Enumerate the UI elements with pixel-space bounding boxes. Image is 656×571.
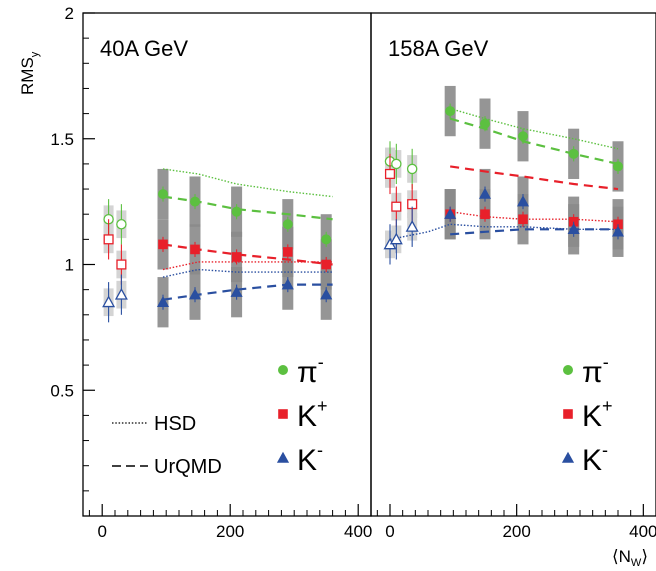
hsd-model-line	[450, 210, 619, 223]
pion-marker	[231, 206, 242, 217]
pion-marker	[157, 189, 168, 200]
legend-urqmd-label: UrQMD	[154, 456, 222, 478]
urqmd-model-line	[450, 165, 619, 191]
kplus-marker	[384, 168, 396, 180]
pion-marker	[479, 118, 490, 129]
kplus-marker	[321, 259, 331, 270]
y-tick-label: 0.5	[50, 381, 74, 400]
urqmd-model-line	[450, 228, 618, 236]
kminus-marker	[389, 232, 403, 245]
kminus-marker	[320, 288, 333, 300]
kplus-marker	[116, 259, 127, 270]
kplus-marker	[190, 244, 200, 255]
kminus-marker	[561, 451, 575, 463]
kminus-marker	[281, 278, 294, 290]
plot-layer: 2 1.5 1 0.5 0 200 400 π- K+ K- 0 200 400 π- K+ K-	[50, 4, 656, 541]
pion-marker	[406, 163, 418, 175]
y-tick-label: 1	[65, 256, 74, 275]
x-tick-label: 400	[629, 522, 656, 541]
x-tick-label: 200	[502, 522, 530, 541]
panel-right-title: 158A GeV	[388, 36, 489, 61]
kminus-marker	[444, 207, 457, 219]
x-axis-label: ⟨NW⟩	[612, 547, 648, 569]
pion-marker	[189, 196, 200, 207]
kminus-marker	[611, 225, 625, 237]
kplus-marker	[278, 409, 288, 419]
legend-particle-label: π-	[582, 352, 609, 389]
y-tick-label: 1.5	[50, 130, 74, 149]
legend-particle-label: K+	[582, 396, 613, 433]
panel-left-title: 40A GeV	[100, 36, 188, 61]
kminus-marker	[114, 287, 128, 300]
x-tick-label: 0	[385, 522, 394, 541]
urqmd-model-line	[449, 117, 619, 165]
hsd-model-line	[162, 168, 333, 198]
kplus-marker	[282, 247, 293, 257]
pion-marker	[445, 106, 456, 117]
pion-marker	[568, 148, 579, 159]
kplus-marker	[518, 214, 528, 225]
panel-right-frame	[370, 12, 656, 517]
pion-marker	[116, 219, 127, 230]
legend-hsd-label: HSD	[154, 413, 196, 435]
kplus-marker	[231, 252, 242, 262]
y-tick-label: 2	[65, 4, 74, 23]
hsd-model-line	[449, 107, 619, 150]
pion-marker	[518, 131, 529, 142]
kminus-marker	[405, 220, 419, 232]
kminus-marker	[188, 288, 202, 300]
kplus-marker	[480, 209, 490, 220]
kminus-marker	[102, 295, 116, 308]
hsd-model-line	[389, 223, 618, 241]
legend-particle-label: K-	[297, 440, 323, 477]
legend-particle-label: K-	[582, 440, 608, 477]
kminus-marker	[567, 223, 580, 235]
x-tick-label: 200	[216, 522, 244, 541]
kminus-marker	[276, 451, 290, 463]
kplus-marker	[103, 234, 114, 245]
kplus-marker	[158, 239, 168, 250]
x-tick-label: 400	[344, 522, 372, 541]
kminus-marker	[478, 187, 492, 199]
legend-particle-label: K+	[297, 396, 328, 433]
pion-marker	[321, 234, 332, 245]
pion-marker	[282, 219, 293, 230]
kplus-marker	[391, 201, 402, 212]
urqmd-model-line	[162, 195, 333, 221]
legend-particle-label: π-	[297, 352, 324, 389]
pion-marker	[391, 158, 402, 170]
kminus-marker	[156, 296, 170, 307]
kplus-marker	[563, 409, 573, 419]
hsd-model-line	[162, 261, 333, 271]
hsd-model-line	[162, 268, 333, 278]
pion-marker	[277, 364, 288, 375]
y-axis-label: RMSy	[18, 51, 41, 95]
x-tick-label: 0	[97, 522, 106, 541]
pion-marker	[613, 161, 624, 172]
pion-marker	[563, 364, 574, 375]
urqmd-model-line	[162, 243, 333, 266]
kminus-marker	[516, 195, 530, 207]
urqmd-model-line	[162, 283, 333, 301]
kminus-marker	[230, 285, 243, 297]
